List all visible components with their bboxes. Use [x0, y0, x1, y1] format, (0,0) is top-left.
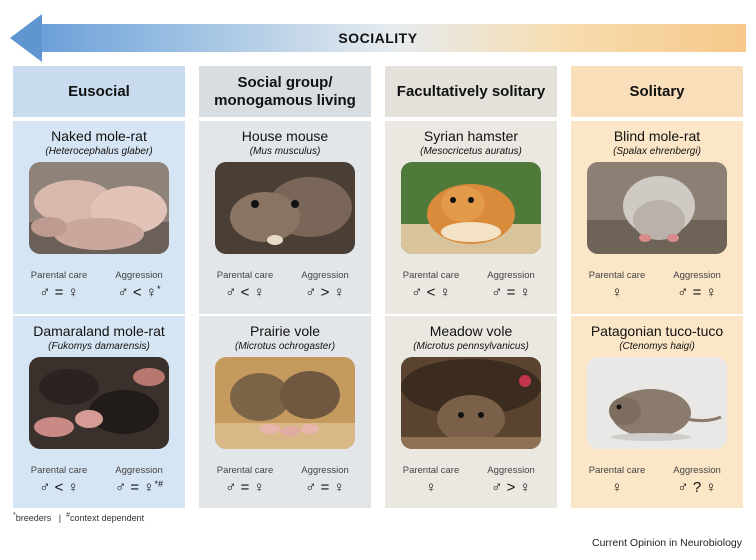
column-facultatively-solitary: Facultatively solitary Syrian hamster (M… [385, 66, 557, 508]
column-header: Social group/ monogamous living [199, 66, 371, 117]
parental-care-label: Parental care [402, 270, 460, 281]
aggression-value: ♂ < ♀* [117, 284, 161, 301]
column-body: House mouse (Mus musculus) Parental care… [199, 121, 371, 508]
species-card-syrian-hamster: Syrian hamster (Mesocricetus auratus) Pa… [385, 124, 557, 314]
parental-care-value: ♂ = ♀ [225, 479, 265, 496]
aggression-label: Aggression [487, 270, 535, 281]
species-common-name: Patagonian tuco-tuco [590, 323, 724, 339]
parental-care-value: ♂ = ♀ [39, 284, 79, 301]
column-header: Facultatively solitary [385, 66, 557, 117]
aggression-value: ♂ > ♀ [491, 479, 531, 496]
aggression-value: ♂ = ♀ [305, 479, 345, 496]
species-common-name: Meadow vole [429, 323, 513, 339]
species-scientific-name: (Microtus pennsylvanicus) [413, 341, 529, 352]
parental-care-value: ♂ < ♀ [39, 479, 79, 496]
parental-care-value: ♂ < ♀ [411, 284, 451, 301]
journal-credit: Current Opinion in Neurobiology [592, 537, 742, 549]
species-scientific-name: (Mesocricetus auratus) [420, 146, 522, 157]
column-header: Eusocial [13, 66, 185, 117]
species-common-name: House mouse [241, 128, 329, 144]
column-body: Syrian hamster (Mesocricetus auratus) Pa… [385, 121, 557, 508]
parental-care-label: Parental care [216, 270, 274, 281]
species-card-meadow-vole: Meadow vole (Microtus pennsylvanicus) Pa… [385, 319, 557, 509]
aggression-value: ♂ ? ♀ [677, 479, 717, 496]
species-common-name: Naked mole-rat [51, 128, 147, 144]
species-scientific-name: (Microtus ochrogaster) [234, 341, 336, 352]
card-divider [385, 314, 557, 316]
parental-care-label: Parental care [402, 465, 460, 476]
species-card-blind-mole-rat: Blind mole-rat (Spalax ehrenbergi) Paren… [571, 124, 743, 314]
species-scientific-name: (Ctenomys haigi) [619, 341, 695, 352]
aggression-value: ♂ > ♀ [305, 284, 345, 301]
aggression-label: Aggression [673, 465, 721, 476]
column-social-group: Social group/ monogamous living House mo… [199, 66, 371, 508]
species-scientific-name: (Mus musculus) [249, 146, 321, 157]
species-photo [401, 357, 541, 449]
species-scientific-name: (Spalax ehrenbergi) [613, 146, 701, 157]
species-card-naked-mole-rat: Naked mole-rat (Heterocephalus glaber) P… [13, 124, 185, 314]
arrow-label: SOCIALITY [338, 30, 418, 46]
parental-care-label: Parental care [588, 465, 646, 476]
species-card-damaraland-mole-rat: Damaraland mole-rat (Fukomys damarensis)… [13, 319, 185, 509]
aggression-label: Aggression [115, 465, 163, 476]
column-body: Blind mole-rat (Spalax ehrenbergi) Paren… [571, 121, 743, 508]
column-body: Naked mole-rat (Heterocephalus glaber) P… [13, 121, 185, 508]
species-photo [587, 357, 727, 449]
footnote: *breeders | #context dependent [13, 512, 145, 523]
aggression-label: Aggression [115, 270, 163, 281]
species-common-name: Prairie vole [249, 323, 321, 339]
arrow-gradient-bar [40, 24, 746, 52]
aggression-value: ♂ = ♀*# [114, 479, 164, 496]
parental-care-label: Parental care [588, 270, 646, 281]
species-card-prairie-vole: Prairie vole (Microtus ochrogaster) Pare… [199, 319, 371, 509]
arrow-head-icon [10, 14, 42, 62]
aggression-label: Aggression [487, 465, 535, 476]
aggression-label: Aggression [301, 465, 349, 476]
parental-care-value: ♂ < ♀ [225, 284, 265, 301]
column-solitary: Solitary Blind mole-rat (Spalax ehrenber… [571, 66, 743, 508]
parental-care-label: Parental care [30, 465, 88, 476]
species-photo [29, 357, 169, 449]
species-photo [401, 162, 541, 254]
parental-care-value: ♀ [425, 479, 437, 496]
column-eusocial: Eusocial Naked mole-rat (Heterocephalus … [13, 66, 185, 508]
species-common-name: Damaraland mole-rat [33, 323, 165, 339]
species-photo [29, 162, 169, 254]
sociality-arrow: SOCIALITY [10, 14, 746, 62]
parental-care-value: ♀ [611, 284, 623, 301]
column-header: Solitary [571, 66, 743, 117]
species-photo [587, 162, 727, 254]
species-common-name: Blind mole-rat [613, 128, 701, 144]
aggression-value: ♂ = ♀ [677, 284, 717, 301]
parental-care-label: Parental care [30, 270, 88, 281]
aggression-label: Aggression [301, 270, 349, 281]
species-card-house-mouse: House mouse (Mus musculus) Parental care… [199, 124, 371, 314]
aggression-value: ♂ = ♀ [491, 284, 531, 301]
aggression-label: Aggression [673, 270, 721, 281]
parental-care-label: Parental care [216, 465, 274, 476]
species-scientific-name: (Fukomys damarensis) [48, 341, 150, 352]
card-divider [13, 314, 185, 316]
species-card-patagonian-tuco-tuco: Patagonian tuco-tuco (Ctenomys haigi) Pa… [571, 319, 743, 509]
parental-care-value: ♀ [611, 479, 623, 496]
card-divider [571, 314, 743, 316]
species-scientific-name: (Heterocephalus glaber) [45, 146, 153, 157]
card-divider [199, 314, 371, 316]
species-photo [215, 357, 355, 449]
species-common-name: Syrian hamster [423, 128, 519, 144]
species-photo [215, 162, 355, 254]
